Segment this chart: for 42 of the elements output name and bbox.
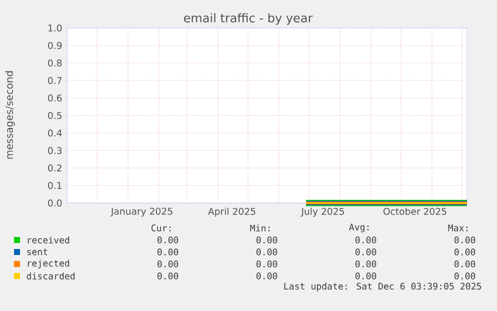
text: 0.00 — [256, 272, 278, 280]
text: 0.00 — [454, 248, 476, 256]
legend-label: received — [28, 236, 70, 244]
y-tick-label: 0.9 — [48, 42, 62, 50]
y-tick-label: 0.0 — [48, 199, 62, 207]
text: 0.00 — [454, 260, 476, 268]
text: 0.00 — [256, 248, 278, 256]
y-tick-label: 0.1 — [48, 182, 62, 190]
x-tick-label: January 2025 — [110, 208, 172, 217]
legend-label: discarded — [26, 272, 75, 280]
y-tick-label: 0.7 — [48, 76, 62, 84]
text: Last update: Sat Dec 6 03:39:05 2025 — [284, 282, 481, 292]
y-tick-label: 0.4 — [48, 129, 62, 137]
text: 0.00 — [157, 236, 178, 244]
text: 0.00 — [157, 248, 178, 256]
text: 0.00 — [355, 236, 376, 244]
x-tick-label: April 2025 — [208, 208, 256, 217]
y-tick-label: 0.6 — [48, 94, 62, 102]
text: 0.00 — [256, 260, 278, 268]
x-tick-label: October 2025 — [383, 208, 446, 215]
text: 0.00 — [355, 260, 376, 268]
text: 0.00 — [355, 272, 376, 280]
y-tick-label: 0.3 — [48, 146, 62, 154]
y-axis-title: messages/second — [5, 71, 15, 159]
text: Avg: — [349, 224, 369, 232]
x-tick-label: July 2025 — [300, 208, 344, 217]
y-tick-label: 0.2 — [48, 164, 62, 172]
legend-label: sent — [27, 248, 48, 256]
text: Max: — [448, 224, 468, 232]
text: 0.00 — [256, 236, 278, 244]
text: Min: — [250, 224, 270, 232]
y-tick-label: 0.5 — [48, 112, 62, 120]
text: 0.00 — [454, 272, 476, 280]
y-tick-label: 0.8 — [48, 59, 62, 67]
text: 0.00 — [454, 236, 476, 244]
text: 0.00 — [157, 272, 178, 280]
y-tick-label: 1.0 — [48, 24, 62, 32]
legend-label: rejected — [28, 260, 70, 268]
text: 0.00 — [355, 248, 376, 256]
text: Cur: — [152, 224, 171, 232]
chart-title: email traffic - by year — [184, 13, 313, 25]
text: 0.00 — [157, 260, 178, 268]
